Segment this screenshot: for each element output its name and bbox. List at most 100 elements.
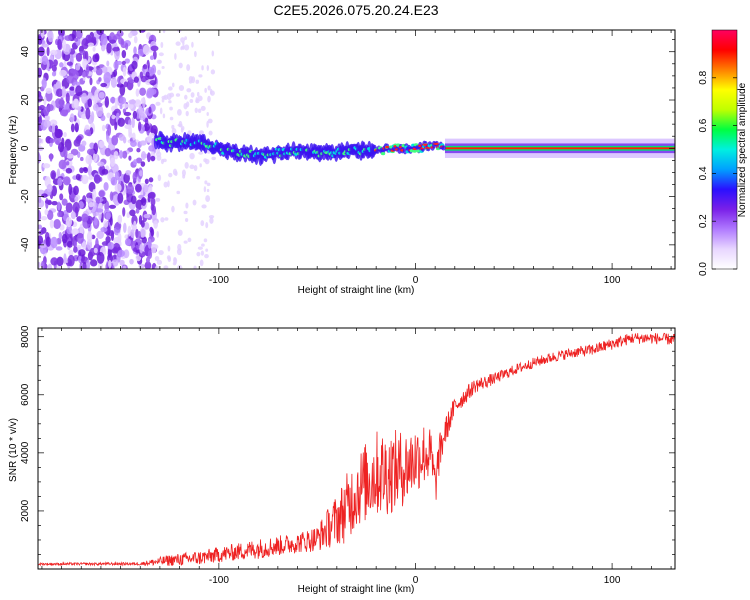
spectrogram-noise-blob (162, 30, 166, 34)
spectrogram-noise-blob (207, 118, 213, 124)
spectrogram-noise-blob (148, 191, 156, 199)
spectrogram-noise-blob (111, 114, 116, 120)
spectrogram-noise-blob (104, 147, 112, 157)
spectrogram-noise-blob (198, 74, 203, 78)
spectrogram-noise-blob (210, 90, 215, 96)
spectrogram-noise-blob (139, 140, 147, 146)
spectrogram-noise-blob (104, 96, 110, 108)
spectrogram-noise-blob (42, 163, 51, 169)
spectrogram-y-label: Frequency (Hz) (8, 116, 19, 185)
spectrogram-noise-blob (44, 114, 51, 122)
spectrogram-noise-blob (65, 153, 74, 159)
spectrogram-noise-blob (130, 195, 137, 205)
spectrogram-noise-blob (139, 87, 147, 96)
spectrogram-noise-blob (76, 232, 84, 244)
spectrogram-noise-blob (189, 164, 195, 170)
spectrogram-noise-blob (138, 170, 143, 177)
snr-y-label: SNR (10 * v/v) (8, 418, 19, 482)
spectrogram-noise-blob (148, 184, 153, 194)
spectrogram-noise-blob (96, 30, 105, 36)
spectrogram-noise-blob (156, 259, 163, 265)
spectrogram-noise-blob (93, 174, 101, 184)
spectrogram-noise-blob (171, 205, 175, 213)
spectrogram-noise-blob (150, 45, 159, 52)
spectrogram-noise-blob (80, 156, 84, 162)
spectrogram-noise-blob (75, 173, 81, 181)
spectrogram-noise-blob (86, 231, 93, 243)
spectrogram-noise-blob (47, 263, 53, 269)
spectrogram-noise-blob (50, 236, 58, 249)
spectrogram-noise-blob (200, 105, 206, 111)
spectrogram-noise-blob (125, 42, 129, 51)
spectrogram-noise-blob (92, 188, 97, 201)
spectrogram-noise-blob (139, 243, 144, 254)
spectrogram-noise-blob (73, 240, 78, 248)
spectrogram-noise-blob (57, 201, 61, 211)
spectrogram-noise-blob (128, 79, 136, 84)
spectrogram-noise-blob (50, 170, 57, 180)
spectrogram-noise-blob (92, 46, 96, 52)
spectrogram-noise-blob (137, 48, 145, 57)
spectrogram-noise-blob (103, 182, 109, 191)
spectrogram-noise-blob (140, 228, 146, 238)
spectrogram-noise-blob (209, 217, 214, 224)
spectrogram-noise-blob (49, 119, 58, 127)
spectrogram-noise-blob (157, 69, 161, 76)
spectrogram-noise-blob (195, 96, 199, 103)
spectrogram-noise-blob (194, 107, 198, 114)
spectrogram-noise-blob (40, 30, 45, 39)
spectrogram-noise-blob (38, 209, 42, 222)
spectrogram-noise-blob (132, 132, 136, 141)
spectrogram-noise-blob (175, 93, 181, 97)
spectrogram-noise-blob (118, 176, 122, 185)
spectrogram-noise-blob (63, 176, 71, 186)
spectrogram-noise-blob (148, 145, 156, 152)
spectrogram-noise-blob (119, 150, 124, 159)
spectrogram-noise-blob (123, 111, 132, 117)
spectrogram-noise-blob (117, 214, 123, 224)
spectrogram-noise-blob (41, 193, 48, 198)
snr-x-tick-label: 100 (604, 575, 621, 586)
spectrogram-noise-blob (155, 101, 161, 106)
spectrogram-noise-blob (154, 255, 160, 262)
spectrogram-noise-blob (128, 32, 133, 39)
colorbar-scale (711, 29, 738, 270)
spectrogram-noise-blob (149, 226, 154, 233)
spectrogram-noise-blob (138, 121, 142, 132)
chart-title: C2E5.2026.075.20.24.E23 (273, 2, 438, 18)
spectrogram-noise-blob (70, 123, 75, 133)
spectrogram-noise-blob (106, 42, 112, 54)
spectrogram-noise-blob (89, 77, 93, 86)
spectrogram-noise-blob (106, 60, 110, 67)
spectrogram-noise-blob (65, 92, 70, 104)
spectrogram-noise-blob (55, 88, 64, 97)
spectrogram-noise-blob (210, 69, 216, 75)
spectrogram-noise-blob (76, 135, 82, 142)
spectrogram-noise-blob (139, 71, 144, 79)
spectrogram-noise-blob (140, 161, 146, 167)
spectrogram-noise-blob (169, 116, 174, 121)
spectrogram-noise-blob (208, 130, 213, 136)
spectrogram-noise-blob (131, 116, 135, 129)
spectrogram-noise-blob (92, 103, 99, 111)
spectrogram-noise-blob (178, 120, 183, 128)
spectrogram-noise-blob (51, 123, 56, 134)
spectrogram-noise-blob (205, 248, 209, 252)
spectrogram-noise-blob (113, 60, 119, 70)
spectrogram-noise-blob (207, 85, 211, 91)
spectrogram-noise-blob (160, 41, 164, 48)
spectrogram-noise-blob (51, 201, 58, 206)
spectrogram-noise-blob (58, 30, 65, 37)
snr-x-axis: -100 0 100 (41, 328, 672, 586)
spectrogram-noise-blob (92, 54, 99, 63)
spectrogram-noise-blob (71, 228, 80, 235)
spectrogram-noise-blob (122, 103, 129, 108)
spectrogram-noise-blob (88, 175, 94, 181)
spectrogram-ridge-layer (153, 130, 675, 166)
spectrogram-noise-blob (205, 222, 209, 229)
spectrogram-noise-blob (174, 170, 178, 177)
spectrogram-noise-blob (161, 65, 165, 69)
spectrogram-noise-blob (47, 30, 54, 43)
spectrogram-noise-blob (85, 64, 90, 76)
spectrogram-noise-blob (128, 103, 134, 109)
